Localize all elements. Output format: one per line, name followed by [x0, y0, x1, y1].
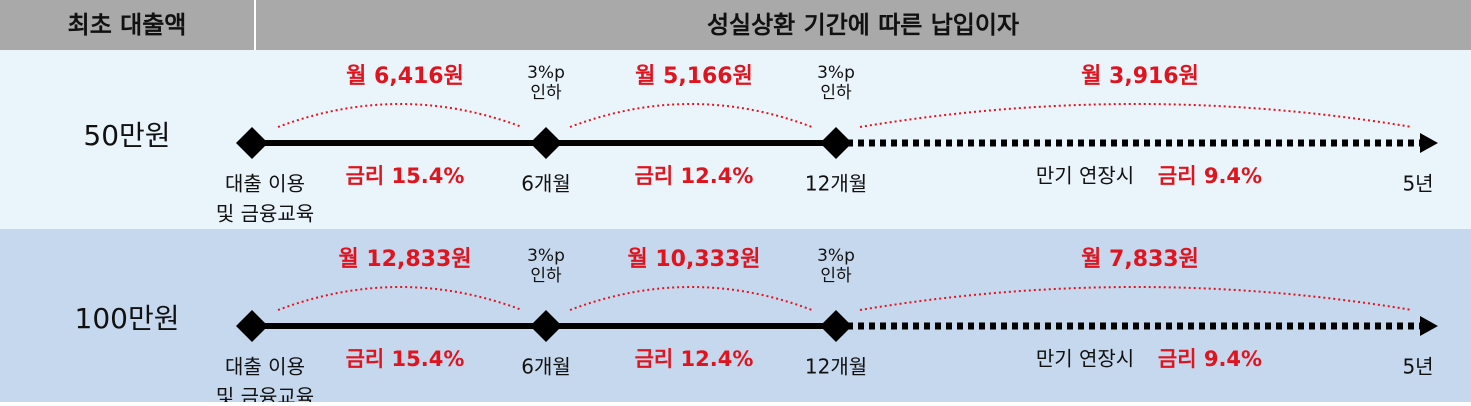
rate-cut: 인하 — [820, 83, 852, 103]
timeline-arrow — [1420, 316, 1438, 336]
rate-cut: 인하 — [530, 83, 562, 103]
interest-rate: 금리 15.4% — [346, 347, 465, 371]
rate-cut: 3%p — [527, 63, 565, 83]
milestone-label: 대출 이용 — [225, 172, 305, 196]
milestone-label: 및 금융교육 — [216, 385, 314, 403]
loan-amount: 50만원 — [83, 119, 170, 152]
milestone-label: 5년 — [1402, 355, 1433, 379]
monthly-payment: 월 7,833원 — [1081, 247, 1199, 272]
monthly-payment: 월 3,916원 — [1081, 64, 1199, 89]
rate-cut: 인하 — [820, 266, 852, 286]
interest-rate: 금리 12.4% — [635, 164, 754, 188]
milestone-diamond — [236, 310, 268, 342]
interest-rate: 금리 15.4% — [346, 164, 465, 188]
monthly-payment: 월 10,333원 — [627, 247, 760, 272]
header-amount: 최초 대출액 — [68, 11, 187, 39]
header-cell — [256, 0, 1471, 50]
milestone-label: 6개월 — [521, 355, 571, 379]
rate-cut: 3%p — [817, 246, 855, 266]
period-arc — [569, 103, 813, 128]
milestone-label: 5년 — [1402, 172, 1433, 196]
monthly-payment: 월 12,833원 — [338, 247, 471, 272]
milestone-label: 12개월 — [805, 355, 867, 379]
milestone-diamond — [820, 310, 852, 342]
milestone-label: 6개월 — [521, 172, 571, 196]
row-background — [0, 229, 1471, 402]
header-interest: 성실상환 기간에 따른 납입이자 — [707, 11, 1019, 39]
monthly-payment: 월 6,416원 — [346, 64, 464, 89]
interest-rate: 금리 12.4% — [635, 347, 754, 371]
milestone-label: 대출 이용 — [225, 355, 305, 379]
milestone-diamond — [820, 127, 852, 159]
milestone-label: 및 금융교육 — [216, 202, 314, 226]
rate-cut: 3%p — [527, 246, 565, 266]
extension-note: 만기 연장시 — [1036, 164, 1134, 188]
rate-cut: 인하 — [530, 266, 562, 286]
milestone-label: 12개월 — [805, 172, 867, 196]
interest-rate: 금리 9.4% — [1158, 164, 1262, 188]
monthly-payment: 월 5,166원 — [635, 64, 753, 89]
interest-rate: 금리 9.4% — [1158, 347, 1262, 371]
timeline-arrow — [1420, 133, 1438, 153]
milestone-diamond — [530, 127, 562, 159]
rate-cut: 3%p — [817, 63, 855, 83]
milestone-diamond — [236, 127, 268, 159]
header-cell — [0, 0, 254, 50]
extension-note: 만기 연장시 — [1036, 347, 1134, 371]
loan-amount: 100만원 — [75, 302, 180, 335]
milestone-diamond — [530, 310, 562, 342]
period-arc — [569, 286, 813, 311]
